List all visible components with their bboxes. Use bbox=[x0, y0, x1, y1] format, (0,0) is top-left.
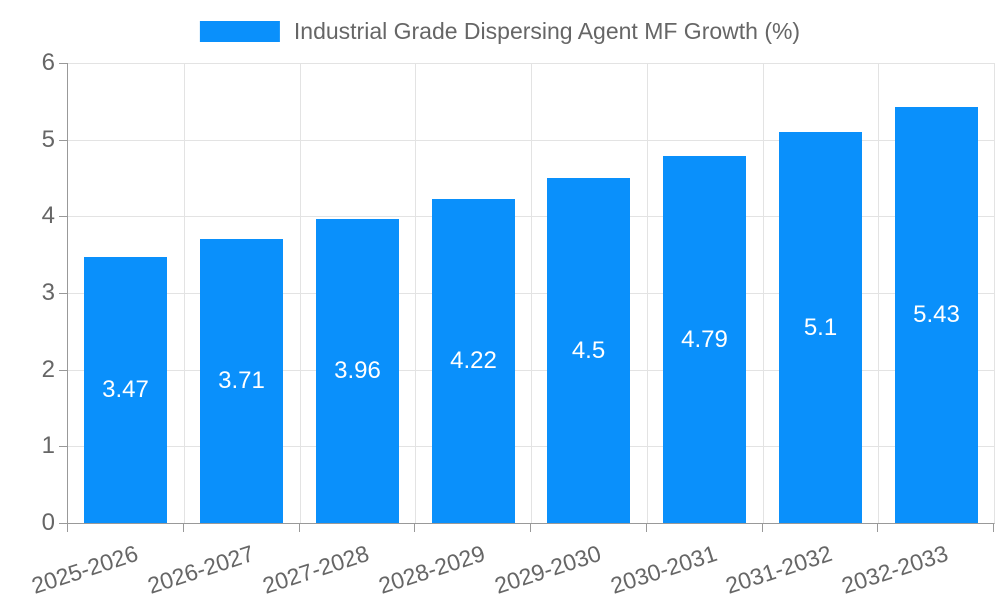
x-axis-tick-label: 2025-2026 bbox=[28, 540, 141, 599]
x-axis-tick-label: 2027-2028 bbox=[259, 540, 373, 599]
x-axis-tick-mark bbox=[183, 524, 184, 532]
gridline-vertical bbox=[415, 63, 416, 523]
x-axis-tick-label: 2026-2027 bbox=[144, 540, 257, 599]
gridline-vertical bbox=[184, 63, 185, 523]
y-axis-tick-label: 3 bbox=[41, 279, 55, 306]
gridline-vertical bbox=[878, 63, 879, 523]
y-axis-tick-mark bbox=[59, 369, 67, 371]
gridline-vertical bbox=[763, 63, 764, 523]
y-axis-tick-mark bbox=[59, 139, 67, 141]
y-axis-tick-mark bbox=[59, 63, 67, 64]
x-axis-tick-mark bbox=[414, 524, 415, 532]
bar-2029-2030: 4.5 bbox=[547, 178, 630, 523]
x-axis-tick-label: 2031-2032 bbox=[722, 540, 836, 599]
bar-2025-2026: 3.47 bbox=[84, 257, 167, 523]
x-axis-tick-mark bbox=[646, 524, 647, 532]
bar-value-label: 4.5 bbox=[571, 336, 606, 364]
bar-value-label: 3.96 bbox=[334, 357, 381, 384]
bar-value-label: 5.1 bbox=[803, 313, 838, 341]
y-axis-tick-label: 2 bbox=[41, 355, 55, 383]
x-axis-tick-mark bbox=[67, 524, 68, 532]
legend-label: Industrial Grade Dispersing Agent MF Gro… bbox=[293, 18, 801, 44]
y-axis-tick-label: 1 bbox=[41, 432, 55, 460]
legend-swatch-icon bbox=[199, 21, 280, 42]
y-axis-tick-label: 4 bbox=[41, 202, 55, 230]
y-axis-tick-label: 6 bbox=[41, 49, 55, 76]
x-axis-tick-mark bbox=[877, 524, 878, 532]
x-axis-tick-label: 2029-2030 bbox=[491, 540, 604, 599]
bar-value-label: 5.43 bbox=[913, 301, 960, 328]
gridline-vertical bbox=[531, 63, 532, 523]
bar-2032-2033: 5.43 bbox=[895, 107, 978, 523]
y-axis-tick-mark bbox=[59, 293, 67, 294]
chart-legend[interactable]: Industrial Grade Dispersing Agent MF Gro… bbox=[199, 18, 801, 45]
y-axis-tick-label: 0 bbox=[41, 509, 55, 536]
bar-2031-2032: 5.1 bbox=[779, 132, 862, 523]
bar-2027-2028: 3.96 bbox=[316, 219, 399, 523]
x-axis-tick-mark bbox=[530, 524, 531, 532]
bar-2030-2031: 4.79 bbox=[663, 156, 746, 523]
bar-2028-2029: 4.22 bbox=[432, 199, 515, 523]
bar-2026-2027: 3.71 bbox=[200, 239, 283, 523]
x-axis-tick-mark bbox=[993, 524, 994, 532]
bar-value-label: 3.47 bbox=[102, 376, 149, 403]
y-axis-tick-mark bbox=[59, 523, 67, 524]
y-axis-tick-label: 5 bbox=[41, 125, 55, 153]
plot-area: 3.47 3.71 3.96 4.22 4.5 4.79 5.1 5.43 bbox=[67, 63, 995, 524]
bar-value-label: 4.22 bbox=[450, 347, 497, 374]
x-axis-tick-label: 2028-2029 bbox=[375, 540, 489, 599]
x-axis-tick-mark bbox=[762, 524, 763, 532]
gridline-vertical bbox=[647, 63, 648, 523]
y-axis-tick-mark bbox=[59, 446, 67, 448]
x-axis-tick-label: 2032-2033 bbox=[838, 540, 952, 599]
bar-value-label: 4.79 bbox=[681, 325, 728, 353]
bar-value-label: 3.71 bbox=[218, 367, 265, 394]
gridline-vertical bbox=[300, 63, 301, 523]
x-axis-tick-label: 2030-2031 bbox=[607, 540, 720, 599]
x-axis-tick-mark bbox=[299, 524, 300, 532]
y-axis-tick-mark bbox=[59, 216, 67, 218]
